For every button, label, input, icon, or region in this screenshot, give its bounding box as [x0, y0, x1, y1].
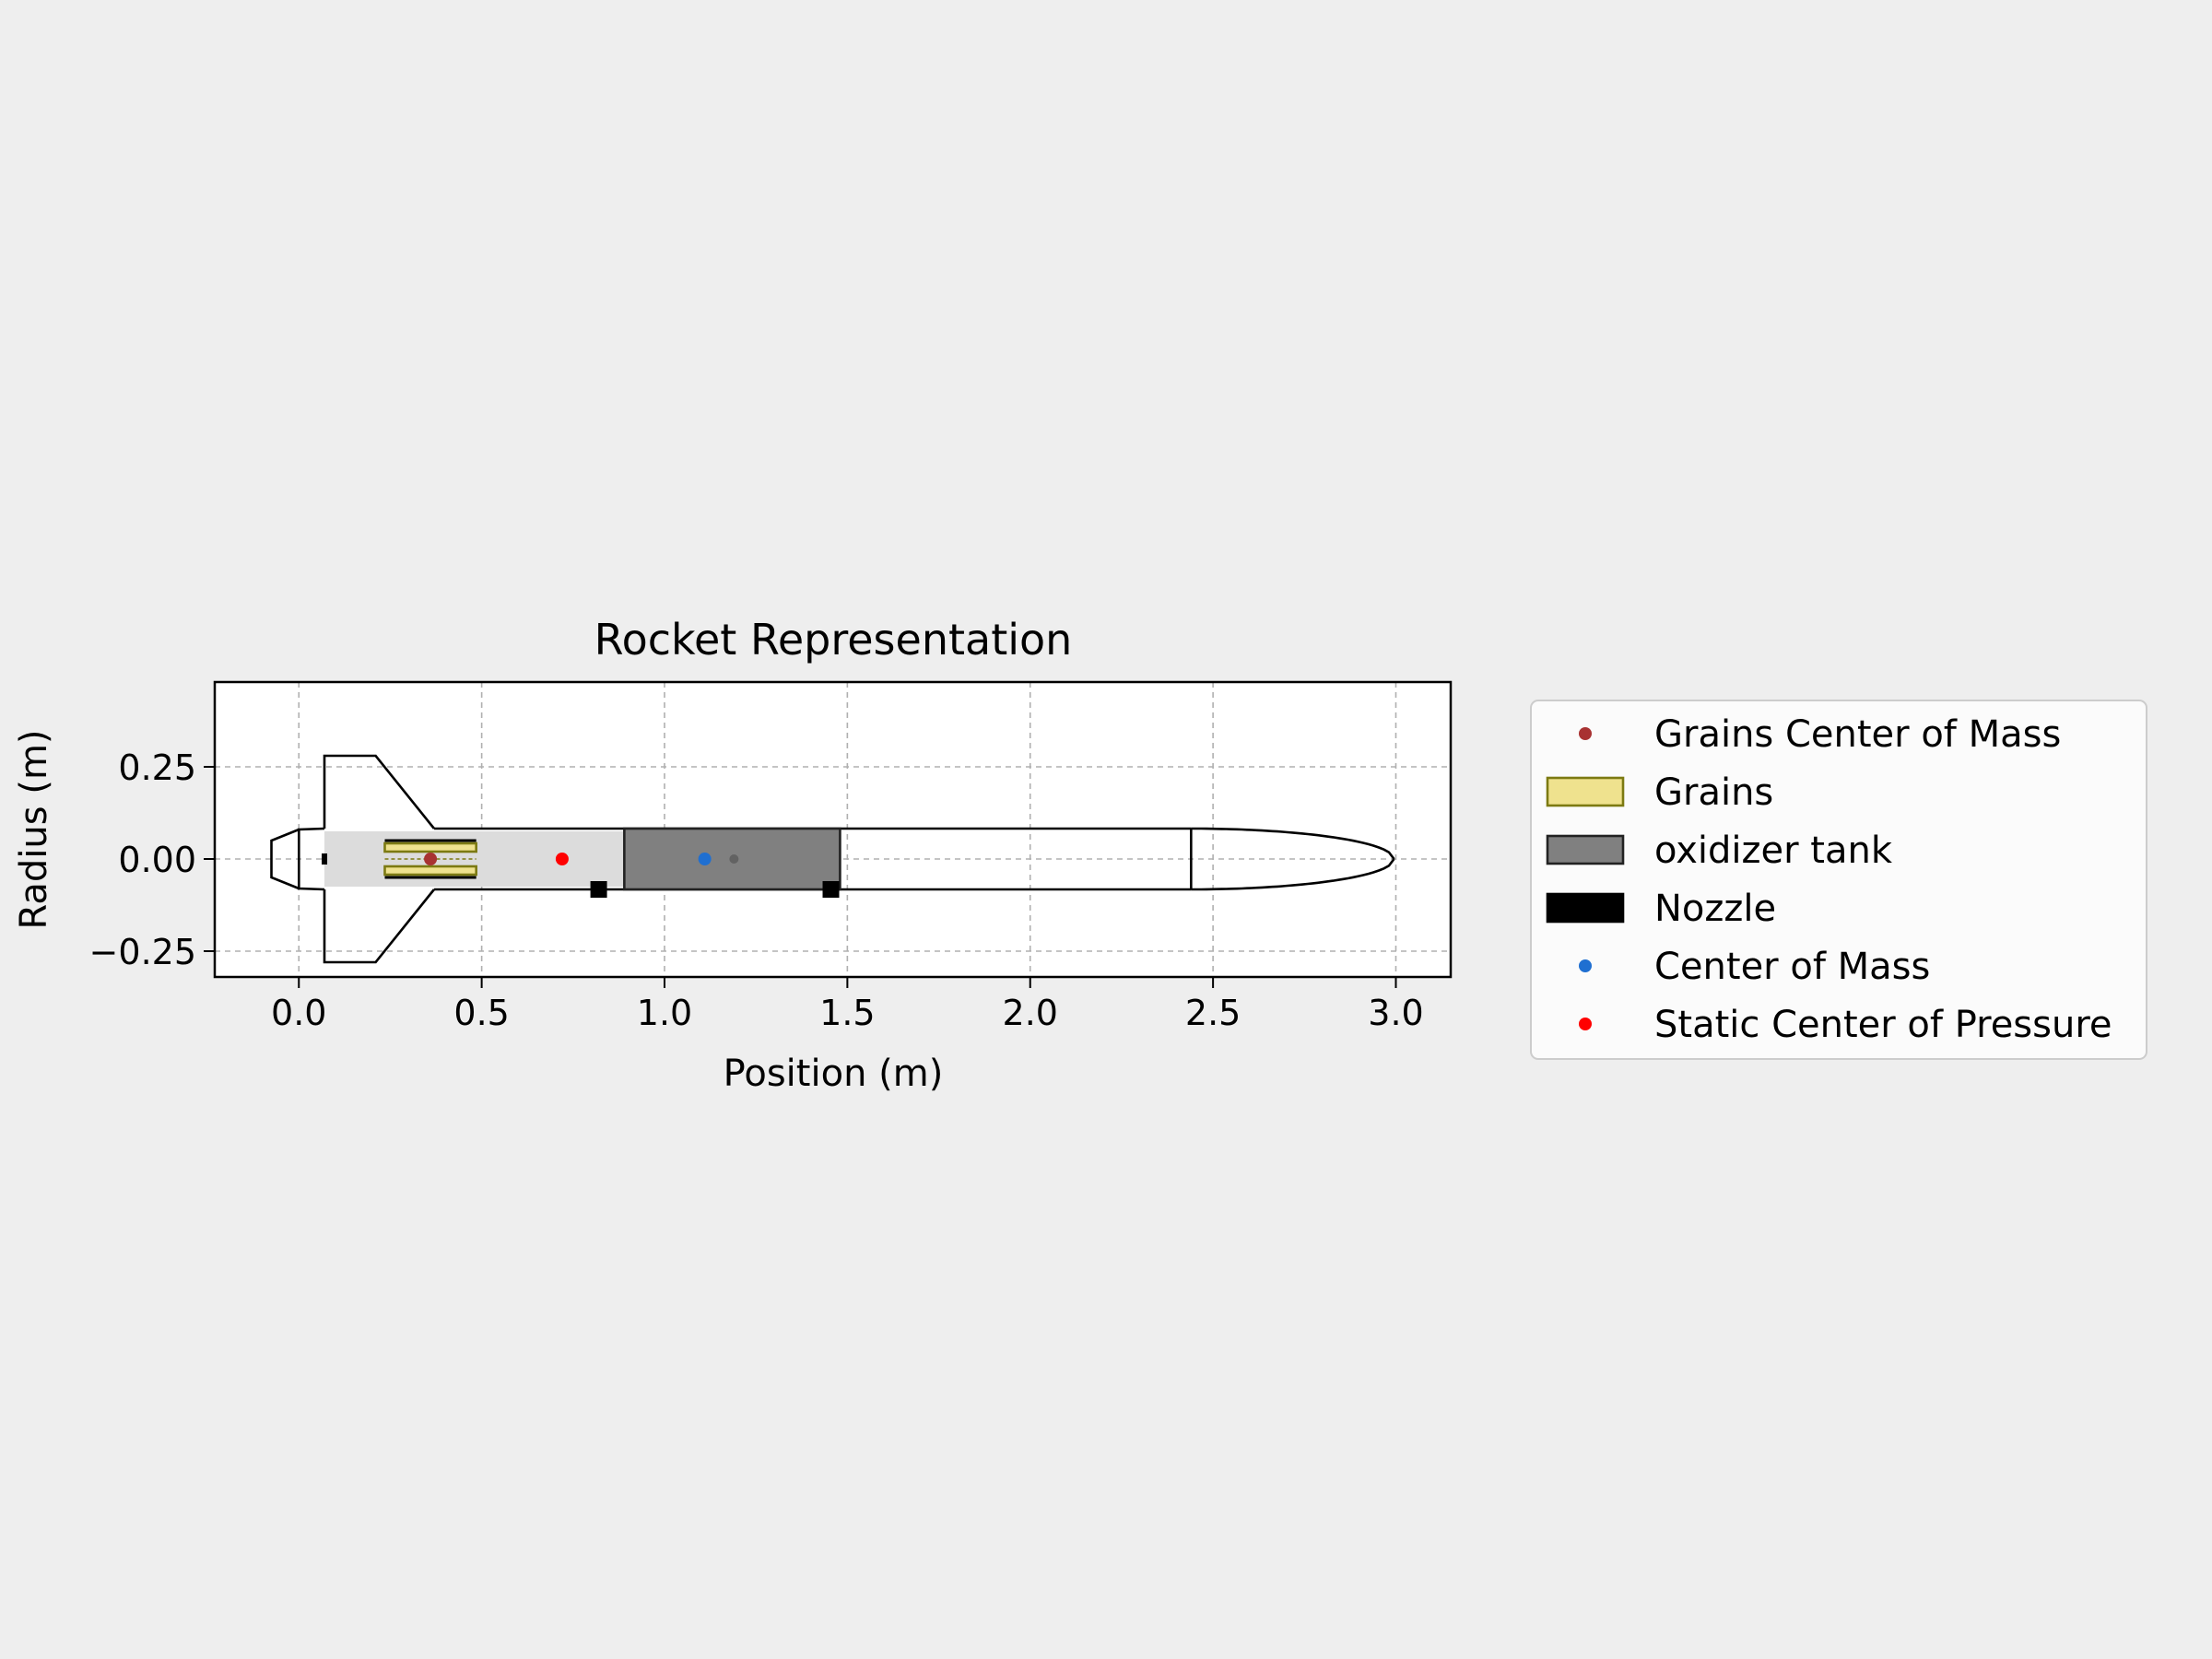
marker-points	[424, 853, 712, 865]
point-grains-center-of-mass	[424, 853, 438, 865]
point-static-center-of-pressure	[555, 853, 569, 865]
grain-upper	[383, 841, 477, 853]
x-axis-label: Position (m)	[724, 1053, 944, 1095]
x-axis-ticks: 0.0 0.5 1.0 1.5 2.0 2.5 3.0	[271, 977, 1424, 1033]
plot-frame	[213, 680, 1453, 979]
legend-label: Center of Mass	[1654, 946, 1930, 988]
legend-marker	[1579, 727, 1592, 740]
nozzle	[322, 853, 328, 865]
x-tick-label: 1.0	[637, 993, 692, 1033]
x-tick-label: 3.0	[1368, 993, 1423, 1033]
tail-boattail	[270, 828, 300, 890]
legend-frame	[1530, 700, 2147, 1060]
tail-body	[297, 827, 325, 891]
rail-button	[590, 881, 607, 898]
x-tick-label: 2.0	[1003, 993, 1058, 1033]
chart-title: Rocket Representation	[594, 615, 1073, 665]
fin-lower	[323, 888, 436, 964]
rocket-drawing	[270, 754, 1395, 964]
nose-cone-upper	[1191, 827, 1395, 860]
tank-center-of-mass	[729, 854, 739, 864]
legend-label: Grains Center of Mass	[1654, 713, 2061, 756]
y-axis-label: Radius (m)	[13, 729, 55, 929]
fin-upper	[323, 754, 436, 830]
legend-swatch	[1546, 834, 1625, 865]
point-center-of-mass	[698, 853, 712, 865]
legend-label: oxidizer tank	[1654, 830, 1893, 872]
x-tick-label: 0.0	[271, 993, 326, 1033]
legend-swatch	[1546, 892, 1625, 924]
grain-lower	[383, 865, 477, 877]
legend-marker	[1579, 959, 1592, 972]
rail-button	[822, 881, 840, 898]
legend-label: Nozzle	[1654, 888, 1776, 930]
nose-cone-lower	[1191, 858, 1395, 891]
y-tick-label: 0.25	[118, 747, 196, 788]
y-tick-label: 0.00	[118, 840, 196, 880]
legend-marker	[1579, 1018, 1592, 1030]
x-tick-label: 0.5	[453, 993, 509, 1033]
x-tick-label: 2.5	[1185, 993, 1241, 1033]
legend: Grains Center of Mass Grains oxidizer tank…	[1530, 700, 2147, 1060]
y-tick-label: −0.25	[89, 932, 196, 972]
legend-label: Grains	[1654, 771, 1773, 814]
x-tick-label: 1.5	[819, 993, 875, 1033]
legend-swatch	[1546, 776, 1625, 807]
y-axis-ticks: 0.25 0.00 −0.25	[89, 747, 215, 972]
legend-label: Static Center of Pressure	[1654, 1004, 2112, 1046]
